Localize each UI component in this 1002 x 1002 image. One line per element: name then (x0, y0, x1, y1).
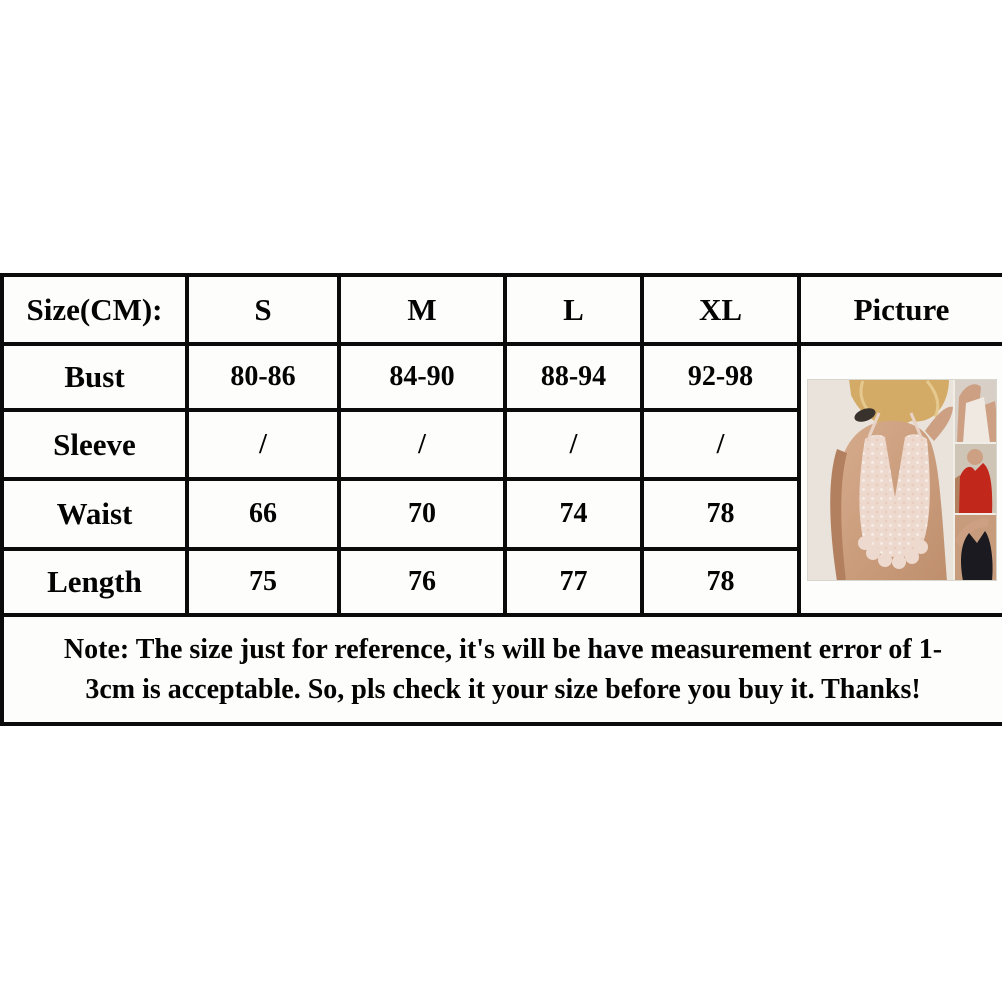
cell-length-l: 77 (503, 547, 644, 617)
table-row-bust: Bust 80-86 84-90 88-94 92-98 (0, 342, 1002, 617)
header-picture: Picture (797, 273, 1002, 346)
cell-waist-s: 66 (185, 477, 341, 551)
cell-sleeve-s: / (185, 408, 341, 481)
cell-length-xl: 78 (640, 547, 801, 617)
header-size-l: L (503, 273, 644, 346)
cell-bust-xl: 92-98 (640, 342, 801, 412)
table-row-sleeve: Sleeve / / / / (0, 408, 1002, 481)
picture-cell (797, 342, 1002, 617)
variant-white-bodysuit (962, 396, 990, 443)
cell-bust-l: 88-94 (503, 342, 644, 412)
header-size-s: S (185, 273, 341, 346)
bodysuit-ruffle-hem (857, 535, 928, 569)
model-right-arm (924, 406, 953, 441)
bodysuit-straps (867, 411, 922, 438)
photo-frame (806, 378, 997, 581)
row-label-waist: Waist (0, 477, 189, 551)
header-row: Size(CM): S M L XL Picture (0, 273, 1002, 346)
row-label-length: Length (0, 547, 189, 617)
variant-black-bodysuit (960, 530, 993, 581)
note-row: Note: The size just for reference, it's … (0, 613, 1002, 726)
table-row-length: Length 75 76 77 78 (0, 547, 1002, 617)
header-size-unit: Size(CM): (0, 273, 189, 346)
size-chart-table: Size(CM): S M L XL Picture Bust 80-86 84… (0, 273, 1002, 726)
variant-black-arm (954, 518, 989, 547)
model-left-arm (829, 448, 847, 581)
cell-waist-l: 74 (503, 477, 644, 551)
note-line-1: Note: The size just for reference, it's … (63, 633, 943, 665)
variant-red-arm (953, 474, 960, 514)
row-label-sleeve: Sleeve (0, 408, 189, 481)
product-photo (806, 378, 997, 581)
cell-length-s: 75 (185, 547, 341, 617)
table-row-waist: Waist 66 70 74 78 (0, 477, 1002, 551)
note-text: Note: The size just for reference, it's … (0, 613, 1002, 726)
variant-red-bodysuit (956, 462, 992, 514)
header-size-xl: XL (640, 273, 801, 346)
cell-waist-m: 70 (337, 477, 507, 551)
cell-bust-m: 84-90 (337, 342, 507, 412)
cell-sleeve-m: / (337, 408, 507, 481)
cell-waist-xl: 78 (640, 477, 801, 551)
cell-sleeve-l: / (503, 408, 644, 481)
bodysuit-lace-texture (858, 433, 930, 557)
photo-separators (952, 378, 997, 581)
row-label-bust: Bust (0, 342, 189, 412)
header-size-m: M (337, 273, 507, 346)
hair-shadow (853, 407, 876, 422)
cell-sleeve-xl: / (640, 408, 801, 481)
cell-bust-s: 80-86 (185, 342, 341, 412)
cell-length-m: 76 (337, 547, 507, 617)
note-line-2: 3cm is acceptable. So, pls check it your… (85, 673, 921, 705)
variant-red-model-head (966, 448, 983, 465)
